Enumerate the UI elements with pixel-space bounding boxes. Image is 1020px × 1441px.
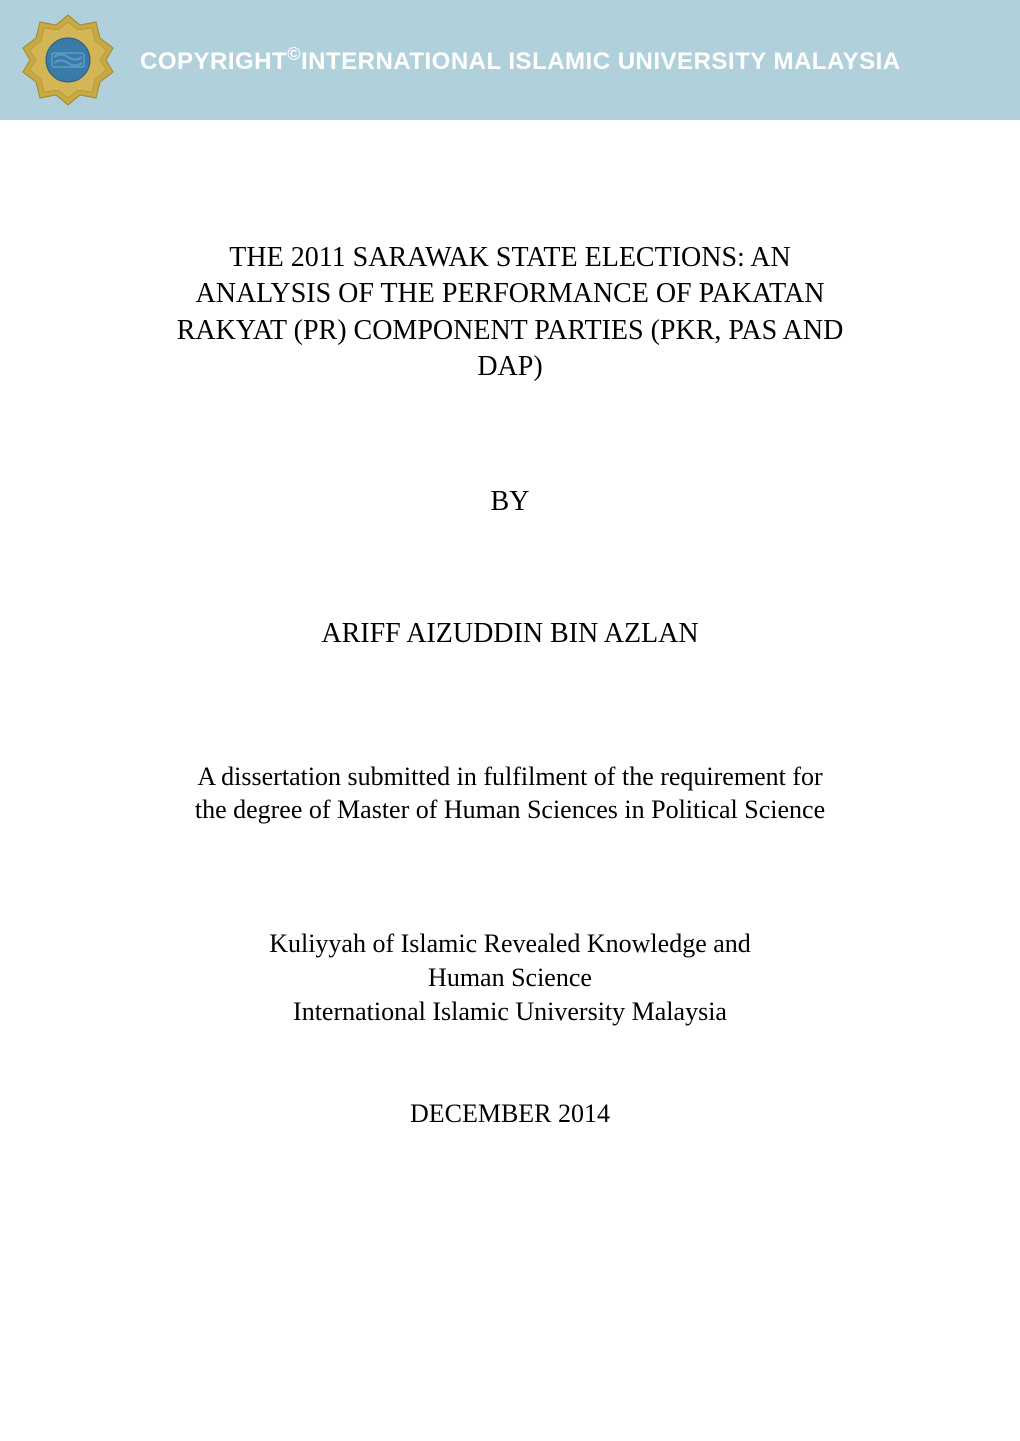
copyright-text: COPYRIGHT©INTERNATIONAL ISLAMIC UNIVERSI… [140,44,901,76]
copyright-symbol: © [287,44,301,64]
institution-line-3: International Islamic University Malaysi… [110,995,910,1029]
by-label: BY [110,486,910,518]
submission-line-1: A dissertation submitted in fulfilment o… [110,760,910,794]
submission-date: DECEMBER 2014 [110,1099,910,1129]
copyright-post: INTERNATIONAL ISLAMIC UNIVERSITY MALAYSI… [301,48,901,75]
copyright-banner: COPYRIGHT©INTERNATIONAL ISLAMIC UNIVERSI… [0,0,1020,120]
institution-info: Kuliyyah of Islamic Revealed Knowledge a… [110,927,910,1028]
submission-line-2: the degree of Master of Human Sciences i… [110,793,910,827]
copyright-pre: COPYRIGHT [140,48,287,75]
title-line-4: DAP) [110,349,910,385]
title-line-3: RAKYAT (PR) COMPONENT PARTIES (PKR, PAS … [110,313,910,349]
university-logo [15,8,120,113]
title-line-1: THE 2011 SARAWAK STATE ELECTIONS: AN [110,240,910,276]
submission-statement: A dissertation submitted in fulfilment o… [110,760,910,828]
institution-line-1: Kuliyyah of Islamic Revealed Knowledge a… [110,927,910,961]
title-line-2: ANALYSIS OF THE PERFORMANCE OF PAKATAN [110,276,910,312]
dissertation-title: THE 2011 SARAWAK STATE ELECTIONS: AN ANA… [110,240,910,386]
institution-line-2: Human Science [110,961,910,995]
author-name: ARIFF AIZUDDIN BIN AZLAN [110,618,910,650]
document-body: THE 2011 SARAWAK STATE ELECTIONS: AN ANA… [0,120,1020,1189]
